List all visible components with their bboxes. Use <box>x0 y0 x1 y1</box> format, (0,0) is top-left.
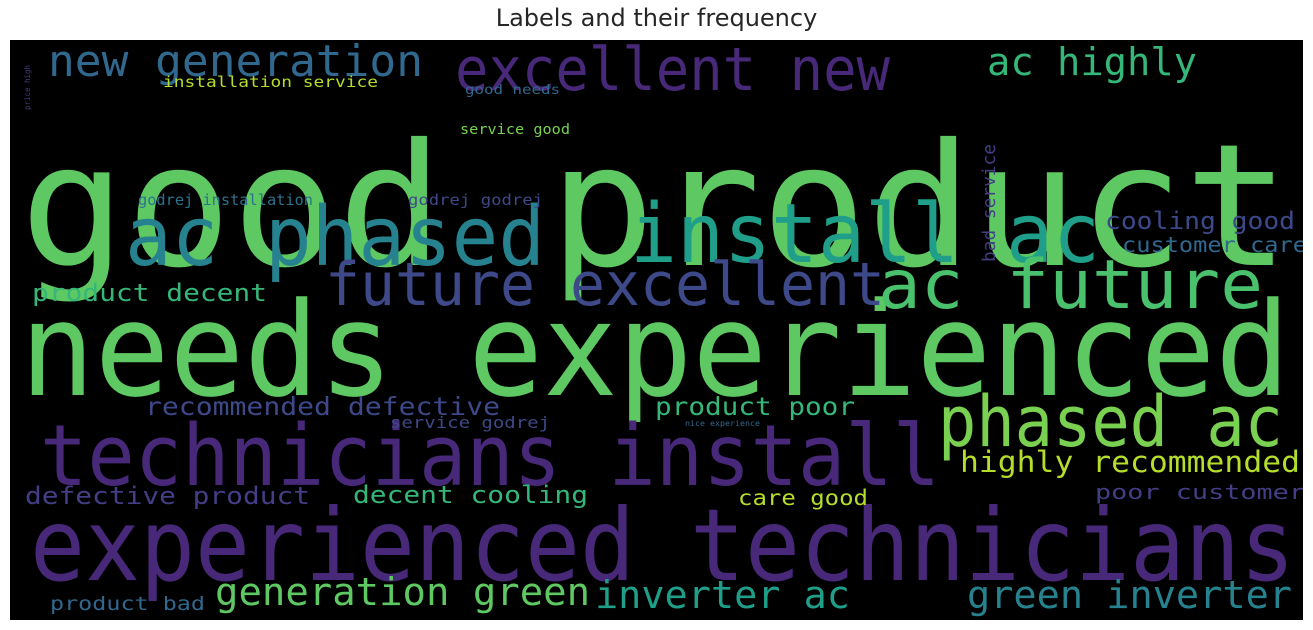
word-recommended-defective: recommended defective <box>145 392 500 421</box>
word-nice-experience: nice experience <box>685 419 760 428</box>
word-product-poor: product poor <box>655 392 855 421</box>
word-future-excellent: future excellent <box>325 250 885 320</box>
word-product-decent: product decent <box>32 279 267 307</box>
word-experienced-technicians: experienced technicians <box>30 487 1295 604</box>
word-price-high: price high <box>23 65 32 110</box>
word-cooling-good: cooling good <box>1105 207 1295 235</box>
word-highly-recommended: highly recommended <box>960 445 1300 479</box>
word-installation-service: installation service <box>163 73 378 91</box>
word-ac-future: ac future <box>878 246 1263 325</box>
word-defective-product: defective product <box>25 482 310 510</box>
word-install-ac: install ac <box>630 187 1100 282</box>
word-poor-customer: poor customer <box>1095 480 1303 504</box>
word-generation-green: generation green <box>215 570 590 614</box>
word-product-bad: product bad <box>50 593 205 615</box>
word-ac-highly: ac highly <box>987 40 1197 84</box>
word-green-inverter: green inverter <box>967 573 1292 617</box>
wordcloud-canvas: good product needs experienced experienced… <box>10 40 1303 620</box>
word-phased-ac: phased ac <box>938 381 1283 463</box>
word-technicians-install: technicians install <box>40 407 940 506</box>
word-service-good: service good <box>460 122 570 138</box>
chart-title: Labels and their frequency <box>495 4 818 32</box>
word-good-needs: good needs <box>465 83 560 98</box>
word-service-godrej: service godrej <box>390 413 550 432</box>
word-excellent-new: excellent new <box>455 40 891 105</box>
word-needs-experienced: needs experienced <box>20 274 1290 426</box>
word-godrej-godrej: godrej godrej <box>408 191 543 209</box>
word-decent-cooling: decent cooling <box>353 481 588 509</box>
word-good-product: good product <box>20 108 1290 306</box>
word-bad-service: bad service <box>979 144 1000 262</box>
word-ac-phased: ac phased <box>125 190 545 285</box>
word-godrej-installation: godrej installation <box>138 191 313 209</box>
word-customer-care: customer care <box>1122 233 1303 257</box>
word-care-good: care good <box>738 486 868 510</box>
word-new-generation: new generation <box>48 40 423 87</box>
word-inverter-ac: inverter ac <box>595 573 850 617</box>
